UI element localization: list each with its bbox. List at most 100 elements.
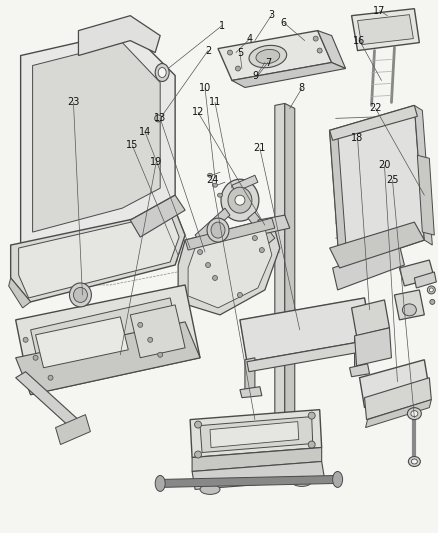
Ellipse shape	[228, 187, 252, 213]
Ellipse shape	[430, 300, 435, 304]
Polygon shape	[240, 386, 262, 398]
Ellipse shape	[74, 287, 88, 302]
Polygon shape	[16, 285, 200, 394]
Polygon shape	[32, 43, 160, 232]
Text: 14: 14	[139, 127, 152, 138]
Text: 19: 19	[150, 157, 162, 167]
Ellipse shape	[236, 66, 240, 71]
Polygon shape	[218, 30, 332, 80]
Polygon shape	[130, 305, 185, 358]
Ellipse shape	[313, 36, 318, 41]
Polygon shape	[332, 245, 404, 290]
Ellipse shape	[259, 247, 265, 253]
Ellipse shape	[200, 484, 220, 495]
Polygon shape	[232, 175, 258, 192]
Text: 25: 25	[386, 175, 399, 185]
Text: 10: 10	[199, 84, 211, 93]
Ellipse shape	[205, 263, 211, 268]
Ellipse shape	[408, 456, 420, 466]
Polygon shape	[360, 360, 429, 408]
Polygon shape	[399, 260, 434, 286]
Polygon shape	[16, 372, 81, 427]
Ellipse shape	[235, 195, 245, 205]
Ellipse shape	[194, 421, 201, 428]
Polygon shape	[330, 131, 348, 268]
Ellipse shape	[211, 222, 225, 238]
Polygon shape	[330, 106, 417, 140]
Ellipse shape	[411, 459, 417, 464]
Polygon shape	[190, 410, 321, 457]
Text: 12: 12	[192, 108, 204, 117]
Polygon shape	[352, 300, 389, 336]
Polygon shape	[318, 30, 346, 69]
Polygon shape	[188, 228, 272, 308]
Ellipse shape	[332, 472, 343, 487]
Ellipse shape	[198, 249, 202, 255]
Ellipse shape	[194, 451, 201, 458]
Ellipse shape	[148, 337, 153, 342]
Text: 8: 8	[299, 84, 305, 93]
Text: 4: 4	[247, 34, 253, 44]
Polygon shape	[130, 195, 185, 237]
Ellipse shape	[155, 115, 162, 122]
Polygon shape	[11, 210, 185, 302]
Text: 13: 13	[154, 114, 166, 123]
Ellipse shape	[23, 337, 28, 342]
Polygon shape	[245, 358, 255, 392]
Text: 7: 7	[265, 58, 271, 68]
Polygon shape	[160, 475, 338, 487]
Ellipse shape	[158, 352, 162, 357]
Polygon shape	[195, 208, 230, 242]
Polygon shape	[248, 212, 275, 244]
Ellipse shape	[249, 45, 286, 68]
Ellipse shape	[292, 477, 312, 487]
Text: 24: 24	[206, 175, 218, 185]
Ellipse shape	[207, 218, 229, 242]
Text: 18: 18	[351, 133, 364, 143]
Polygon shape	[414, 272, 436, 288]
Polygon shape	[78, 15, 160, 55]
Text: 23: 23	[67, 98, 80, 108]
Ellipse shape	[138, 322, 143, 327]
Polygon shape	[355, 336, 364, 370]
Ellipse shape	[429, 288, 433, 292]
Text: 2: 2	[205, 45, 211, 55]
Polygon shape	[366, 400, 431, 427]
Ellipse shape	[308, 441, 315, 448]
Polygon shape	[35, 317, 128, 368]
Ellipse shape	[155, 63, 169, 82]
Polygon shape	[192, 448, 321, 472]
Polygon shape	[355, 328, 392, 366]
Polygon shape	[414, 106, 432, 245]
Ellipse shape	[212, 183, 218, 187]
Ellipse shape	[308, 412, 315, 419]
Text: 22: 22	[369, 103, 382, 114]
Ellipse shape	[427, 286, 435, 294]
Polygon shape	[258, 215, 290, 234]
Ellipse shape	[33, 356, 38, 360]
Text: 20: 20	[378, 160, 391, 170]
Ellipse shape	[237, 293, 242, 297]
Text: 17: 17	[373, 6, 386, 15]
Text: 9: 9	[253, 71, 259, 82]
Polygon shape	[9, 278, 31, 308]
Ellipse shape	[252, 236, 258, 240]
Polygon shape	[31, 298, 182, 384]
Ellipse shape	[212, 276, 218, 280]
Text: 5: 5	[237, 47, 243, 58]
Polygon shape	[247, 340, 374, 372]
Text: 6: 6	[281, 18, 287, 28]
Text: 1: 1	[219, 21, 225, 30]
Polygon shape	[357, 15, 413, 45]
Ellipse shape	[227, 50, 233, 55]
Ellipse shape	[158, 68, 166, 77]
Polygon shape	[21, 30, 175, 245]
Ellipse shape	[218, 193, 223, 197]
Polygon shape	[285, 103, 295, 425]
Text: 15: 15	[126, 140, 138, 150]
Ellipse shape	[221, 179, 259, 221]
Polygon shape	[56, 415, 90, 445]
Polygon shape	[192, 462, 325, 489]
Ellipse shape	[48, 375, 53, 380]
Ellipse shape	[155, 475, 165, 491]
